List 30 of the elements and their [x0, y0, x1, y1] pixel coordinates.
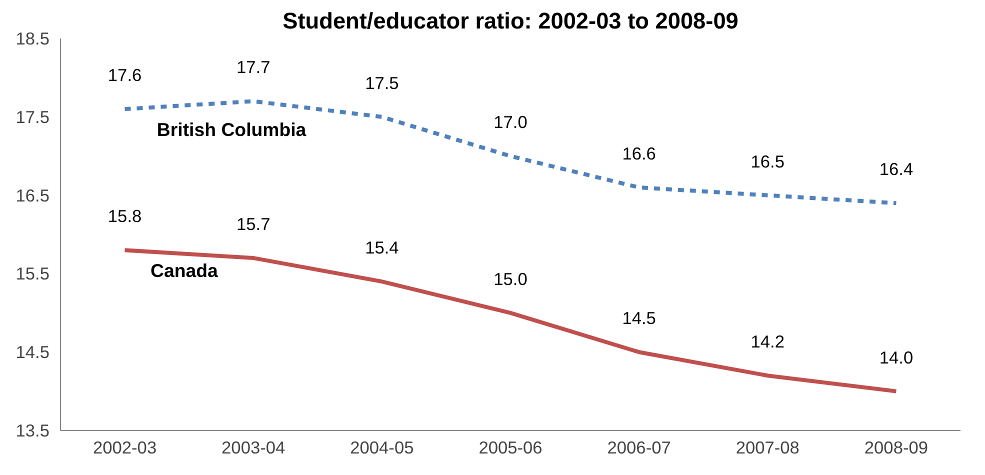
data-label: 17.6 [108, 65, 142, 86]
x-tick-label: 2003-04 [222, 438, 286, 458]
series-label: British Columbia [156, 119, 307, 140]
data-label: 15.8 [108, 206, 142, 226]
y-tick-label: 15.5 [16, 264, 50, 284]
x-tick-label: 2007-08 [736, 438, 800, 458]
data-label: 17.0 [494, 112, 528, 132]
data-label: 14.2 [750, 332, 785, 352]
y-tick-label: 16.5 [16, 185, 50, 206]
data-label: 15.7 [236, 214, 270, 234]
y-tick-label: 14.5 [16, 342, 50, 362]
y-tick-label: 18.5 [16, 28, 50, 48]
y-tick-label: 17.5 [16, 106, 50, 127]
data-label: 14.0 [879, 347, 914, 368]
data-label: 16.6 [622, 143, 656, 164]
x-tick-label: 2008-09 [864, 438, 928, 458]
x-tick-label: 2006-07 [607, 438, 671, 458]
x-tick-label: 2005-06 [478, 438, 542, 458]
data-label: 14.5 [622, 308, 656, 328]
data-label: 16.5 [750, 151, 785, 172]
chart-title: Student/educator ratio: 2002-03 to 2008-09 [282, 8, 738, 34]
data-label: 15.4 [365, 238, 400, 258]
series-label: Canada [150, 260, 219, 282]
x-tick-label: 2002-03 [92, 438, 157, 458]
data-label: 15.0 [494, 268, 528, 289]
data-label: 16.4 [879, 159, 914, 180]
data-label: 17.7 [236, 57, 270, 78]
data-label: 17.5 [365, 72, 399, 93]
x-tick-label: 2004-05 [350, 438, 414, 458]
y-tick-label: 13.5 [16, 420, 50, 440]
